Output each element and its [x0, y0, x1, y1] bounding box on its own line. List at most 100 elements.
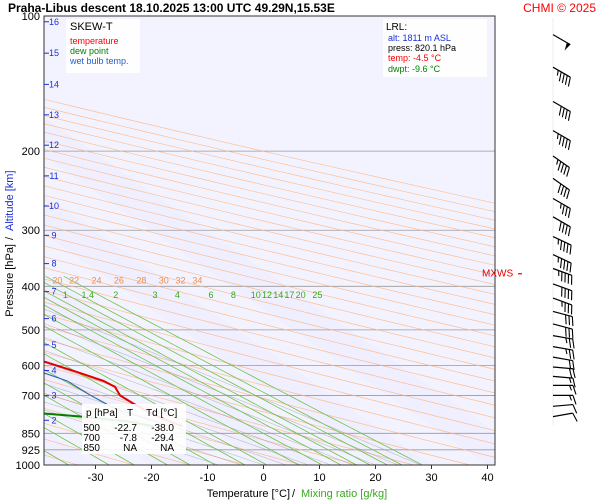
pressure-tick-label: 500 [22, 325, 40, 337]
mixing-ratio-label: 17 [284, 290, 294, 300]
barb-half-flag [568, 385, 573, 391]
lrl-info-box: LRL: alt: 1811 m ASL press: 820.1 hPa te… [383, 19, 487, 77]
altitude-tick-label: 12 [49, 140, 59, 150]
barb-half-flag [556, 159, 559, 165]
wind-barb [552, 335, 575, 349]
wind-barb [552, 283, 573, 301]
wind-barb [552, 267, 573, 285]
barb-flag [560, 163, 565, 173]
barb-flag [564, 109, 568, 120]
dry-adiabat-line [44, 131, 495, 239]
barb-flag [571, 329, 574, 339]
x-tick-label: 0 [260, 472, 266, 484]
mixing-ratio-line [44, 282, 388, 465]
dry-adiabat-line [44, 267, 495, 382]
pressure-tick-label: 925 [22, 445, 40, 457]
legend: SKEW-T temperature dew point wet bulb te… [66, 19, 140, 73]
barb-flag [564, 75, 568, 85]
table-row-t: NA [123, 443, 137, 454]
mixing-ratio-line [44, 342, 268, 465]
barb-half-flag [561, 301, 563, 307]
moist-adiabat-line [44, 373, 309, 465]
mixing-ratio-label: 3 [152, 290, 157, 300]
moist-adiabat-line [44, 337, 376, 465]
x-tick-label: 20 [369, 472, 381, 484]
altitude-tick-label: 10 [49, 201, 59, 211]
dry-adiabat-label: 28 [136, 275, 146, 285]
mixing-ratio-label: 10 [251, 290, 261, 300]
barb-half-flag [556, 70, 559, 76]
wind-barb [552, 310, 574, 327]
mixing-ratio-line [44, 427, 110, 465]
pressure-tick-label: 600 [22, 360, 40, 372]
barb-flag [568, 359, 572, 370]
barb-flag [572, 338, 575, 349]
barb-half-flag [559, 203, 562, 209]
wind-barb [552, 236, 572, 255]
x-tick-label: -30 [88, 472, 104, 484]
wind-barb [552, 216, 571, 237]
wind-barb [552, 254, 572, 273]
dry-adiabat-label: 34 [9, 142, 19, 152]
y-axis-altitude-label: Altitude [km] [4, 170, 16, 231]
wind-barb [552, 177, 570, 200]
wind-barbs [552, 18, 578, 425]
altitude-tick-label: 4 [51, 366, 56, 376]
wind-barb [552, 375, 576, 388]
barb-shaft [552, 403, 573, 407]
dry-adiabat-line [44, 278, 495, 394]
dry-adiabat-line [44, 176, 495, 285]
y-axis-pressure-label: Pressure [hPa] [4, 244, 16, 317]
table-row-p: 500 [83, 423, 100, 434]
wind-barb [552, 346, 575, 360]
mixing-ratio-line [44, 313, 323, 465]
table-row-td: NA [160, 443, 174, 454]
pressure-tick-label: 100 [22, 11, 40, 23]
mixing-ratio-line [44, 304, 342, 465]
barb-flag [567, 208, 571, 218]
moist-adiabat-line [44, 383, 287, 465]
x-tick-label: -20 [144, 472, 160, 484]
grid-labels: -80 °C-70-60-50-40-30-20-10 °C5101520242… [9, 142, 322, 300]
dry-adiabat-line [44, 338, 495, 458]
dry-adiabat-label: 34 [192, 275, 202, 285]
barb-flag [567, 289, 570, 300]
barb-flag [561, 204, 565, 215]
barb-flag [566, 189, 570, 200]
barb-flag [565, 314, 567, 325]
barb-flag [569, 262, 572, 273]
altitude-tick-label: 5 [51, 340, 56, 350]
moist-adiabat-line [44, 350, 354, 465]
barb-flag [572, 368, 576, 379]
wind-barb [552, 66, 571, 87]
barb-half-flag [557, 257, 559, 263]
mixing-ratio-label: 14 [273, 290, 283, 300]
table-row-p: 850 [83, 443, 100, 454]
mixing-ratio-label: 2 [113, 290, 118, 300]
lrl-title: LRL: [386, 22, 407, 33]
barb-flag [558, 71, 562, 82]
legend-item-dew-point: dew point [70, 46, 109, 56]
barb-flag [570, 290, 573, 301]
barb-pennant [564, 42, 571, 51]
table-header-t: T [127, 408, 133, 419]
barb-half-flag [568, 395, 573, 401]
dry-adiabat-line [44, 106, 495, 213]
barb-flag [572, 360, 575, 371]
barb-half-flag [557, 239, 559, 245]
barb-flag [567, 226, 571, 237]
table-row-td: -38.0 [151, 423, 174, 434]
dry-adiabat-line [44, 289, 495, 406]
barb-flag [559, 240, 563, 251]
dry-adiabat-line [44, 313, 495, 431]
legend-item-temperature: temperature [70, 36, 119, 46]
dry-adiabat-line [44, 365, 414, 465]
barb-flag [570, 275, 573, 285]
altitude-tick-label: 11 [49, 171, 58, 181]
barb-flag [558, 221, 562, 231]
barb-flag [572, 349, 575, 360]
altitude-tick-label: 13 [49, 110, 59, 120]
wind-barb [552, 323, 574, 339]
wind-barb [553, 394, 577, 405]
